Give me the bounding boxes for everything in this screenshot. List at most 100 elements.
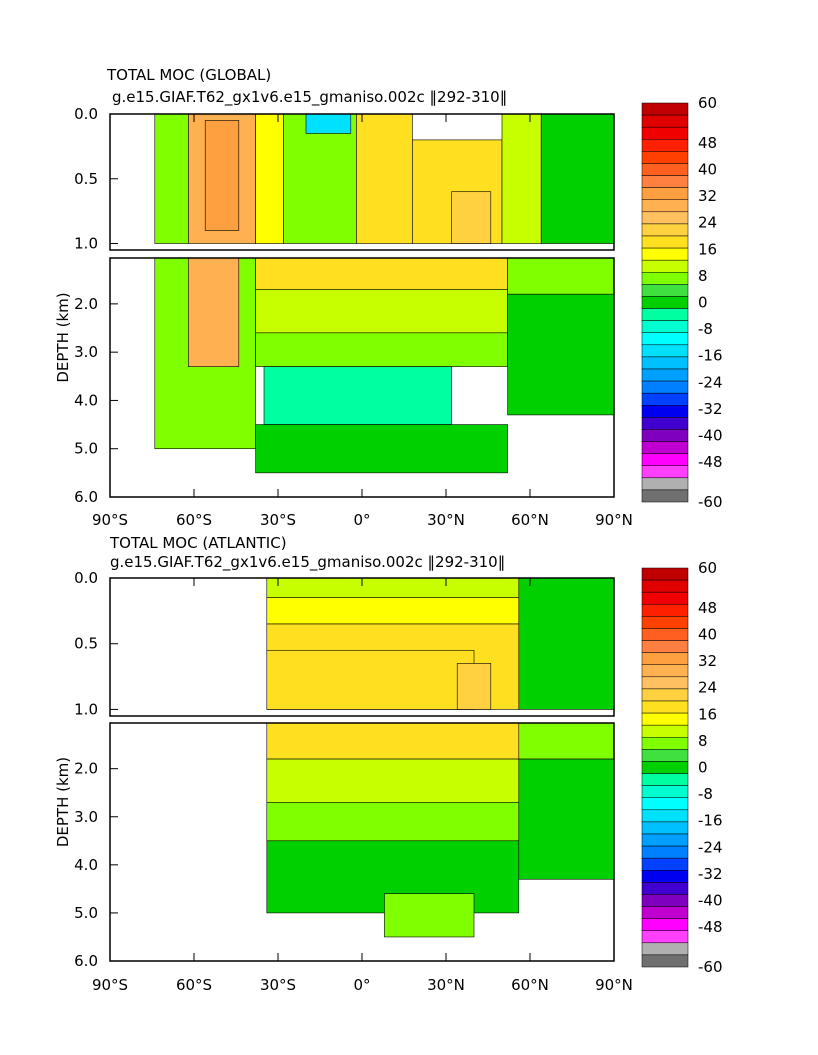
colorbar-swatch [641, 139, 689, 152]
colorbar-swatch [641, 894, 689, 907]
y-tick-label: 6.0 [74, 952, 98, 970]
colorbar-swatch [641, 821, 689, 835]
colorbar-label: 0 [698, 294, 708, 312]
colorbar-label: -40 [698, 427, 723, 445]
colorbar-label: 24 [698, 679, 717, 697]
moc-cell-lower-7 [518, 758, 615, 880]
chart1-subtitle: g.e15.GIAF.T62_gx1v6.e15_gmaniso.002c ‖2… [112, 88, 507, 107]
colorbar-label: -8 [698, 785, 713, 803]
moc-cell-upper-4 [255, 113, 284, 244]
colorbar-swatch [641, 102, 689, 116]
colorbar-swatch [641, 308, 689, 321]
x-tick-label: 0° [353, 511, 370, 529]
colorbar-label: 16 [698, 240, 717, 258]
colorbar-swatch [641, 652, 689, 665]
x-tick-label: 90°S [92, 511, 128, 529]
moc-cell-upper-5 [283, 113, 357, 244]
colorbar-swatch [641, 809, 689, 823]
colorbar-label: -16 [698, 347, 723, 365]
colorbar-swatch [641, 405, 689, 418]
colorbar-swatch [641, 417, 689, 430]
colorbar-swatch [641, 688, 689, 702]
colorbar-swatch [641, 724, 689, 738]
moc-cell-lower-9 [507, 293, 615, 416]
colorbar-swatch [641, 259, 689, 273]
colorbar-swatch [641, 296, 689, 309]
colorbar-swatch [641, 356, 689, 370]
chart1-title: TOTAL MOC (GLOBAL) [106, 66, 271, 84]
x-tick-label: 90°S [92, 976, 128, 994]
colorbar-label: -32 [698, 400, 723, 418]
x-tick-label: 0° [353, 976, 370, 994]
y-tick-label: 5.0 [74, 904, 98, 922]
colorbar-label: 16 [698, 705, 717, 723]
colorbar-swatch [641, 579, 689, 593]
colorbar-swatch [641, 906, 689, 919]
y-tick-label: 2.0 [74, 760, 98, 778]
moc-cell-upper-11 [540, 113, 615, 244]
colorbar-swatch [641, 567, 689, 581]
colorbar-label: 60 [698, 94, 717, 112]
moc-cell-lower-7 [255, 424, 508, 474]
colorbar-swatch [641, 870, 689, 883]
colorbar-label: -8 [698, 320, 713, 338]
colorbar-label: 8 [698, 732, 708, 750]
colorbar-swatch [641, 664, 689, 678]
y-tick-label: 4.0 [74, 856, 98, 874]
colorbar-label: 8 [698, 267, 708, 285]
colorbar-swatch [641, 465, 689, 479]
colorbar-label: 40 [698, 626, 717, 644]
colorbar-label: -60 [698, 958, 723, 976]
y-tick-label: 0.5 [74, 170, 98, 188]
moc-cell-upper-2 [266, 597, 520, 625]
chart1-plot: 90°S 60°S 30°S 0° 30°N 60°N 90°N 0.0 0.5 1.0 2.0 3.… [54, 105, 633, 529]
colorbar-swatch [641, 175, 689, 188]
colorbar-swatch [641, 368, 689, 382]
colorbar-label: 24 [698, 214, 717, 232]
colorbar-label: -32 [698, 865, 723, 883]
colorbar-swatch [641, 284, 689, 297]
y-tick-label: 5.0 [74, 440, 98, 458]
moc-cell-lower-2 [188, 257, 240, 367]
x-tick-label: 30°S [260, 511, 296, 529]
y-tick-label: 0.5 [74, 635, 98, 653]
moc-cell-upper-6 [518, 577, 615, 710]
colorbar-swatch [641, 833, 689, 847]
moc-cell-lower-6 [518, 722, 615, 760]
colorbar-swatch [641, 380, 689, 394]
colorbar-swatch [641, 761, 689, 774]
colorbar-swatch [641, 211, 689, 225]
moc-cell-upper-10 [501, 113, 542, 244]
moc-cell-upper-7 [356, 113, 413, 244]
colorbar-label: 48 [698, 134, 717, 152]
colorbar-swatch [641, 320, 689, 333]
colorbar-label: -60 [698, 493, 723, 511]
colorbar-swatch [641, 441, 689, 454]
colorbar-label: 48 [698, 599, 717, 617]
colorbar-label: 32 [698, 652, 717, 670]
x-tick-label: 30°S [260, 976, 296, 994]
colorbar-swatch [641, 489, 689, 503]
moc-cell-upper-1 [266, 577, 520, 599]
moc-cell-lower-2 [266, 758, 520, 803]
y-tick-label: 4.0 [74, 391, 98, 409]
colorbar-swatch [641, 930, 689, 944]
colorbar-swatch [641, 857, 689, 871]
y-tick-label: 6.0 [74, 488, 98, 506]
x-tick-label: 60°N [511, 511, 549, 529]
moc-cell-lower-4 [255, 289, 508, 334]
colorbar-swatch [641, 163, 689, 176]
colorbar-swatch [641, 477, 689, 491]
moc-cell-lower-3 [255, 257, 508, 290]
colorbar-swatch [641, 749, 689, 762]
colorbar-swatch [641, 247, 689, 261]
colorbar-swatch [641, 616, 689, 629]
colorbar-swatch [641, 272, 689, 285]
moc-cell-upper-4 [266, 649, 475, 710]
colorbar-swatch [641, 954, 689, 968]
colorbar-swatch [641, 785, 689, 798]
colorbar-1: 60 48 40 32 24 16 8 0 -8 -16 -24 -32 -40 -48 -60 [641, 94, 723, 511]
colorbar-swatch [641, 453, 689, 466]
x-tick-label: 60°S [176, 511, 212, 529]
colorbar-swatch [641, 942, 689, 956]
